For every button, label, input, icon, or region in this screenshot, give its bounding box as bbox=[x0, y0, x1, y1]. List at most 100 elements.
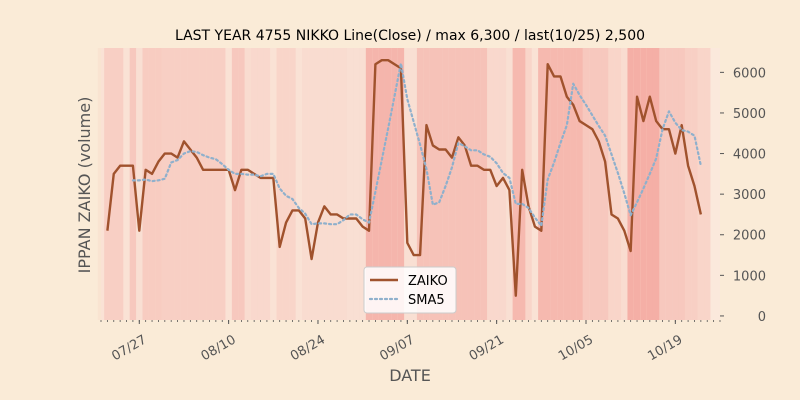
background-band bbox=[289, 48, 296, 320]
background-band bbox=[225, 48, 232, 320]
background-band bbox=[193, 48, 200, 320]
zaiko-line bbox=[106, 58, 703, 297]
background-band bbox=[308, 48, 315, 320]
background-band bbox=[672, 48, 679, 320]
background-band bbox=[474, 48, 481, 320]
background-band bbox=[397, 48, 405, 320]
y-tick-label: 1000 bbox=[733, 269, 766, 284]
background-band bbox=[372, 48, 379, 320]
background-band bbox=[161, 48, 169, 320]
background-band bbox=[576, 48, 583, 320]
background-band bbox=[321, 48, 328, 320]
background-band bbox=[659, 48, 666, 320]
background-band bbox=[199, 48, 207, 320]
background-band bbox=[340, 48, 347, 320]
legend-label: ZAIKO bbox=[408, 274, 448, 289]
background-band bbox=[231, 48, 239, 320]
background-band bbox=[595, 48, 602, 320]
background-band bbox=[410, 48, 417, 320]
background-band bbox=[168, 48, 175, 320]
background-band bbox=[384, 48, 392, 320]
background-band bbox=[116, 48, 124, 320]
background-band bbox=[263, 48, 271, 320]
chart-title: LAST YEAR 4755 NIKKO Line(Close) / max 6… bbox=[175, 28, 645, 44]
background-band bbox=[665, 48, 673, 320]
background-band bbox=[563, 48, 571, 320]
background-band bbox=[302, 48, 309, 320]
background-band bbox=[461, 48, 468, 320]
background-band bbox=[582, 48, 590, 320]
y-axis-label: IPPAN ZAIKO (volume) bbox=[75, 97, 94, 274]
background-band bbox=[148, 48, 156, 320]
background-band bbox=[652, 48, 660, 320]
background-band bbox=[429, 48, 437, 320]
background-band bbox=[295, 48, 303, 320]
background-band bbox=[136, 48, 143, 320]
background-band bbox=[314, 48, 322, 320]
y-tick-label: 2000 bbox=[733, 229, 766, 244]
background-band bbox=[219, 48, 226, 320]
background-band bbox=[570, 48, 577, 320]
background-band bbox=[206, 48, 213, 320]
background-band bbox=[187, 48, 194, 320]
background-band bbox=[487, 48, 494, 320]
background-band bbox=[391, 48, 398, 320]
background-band bbox=[327, 48, 334, 320]
background-band bbox=[557, 48, 564, 320]
background-band bbox=[684, 48, 692, 320]
background-band bbox=[123, 48, 130, 320]
background-band bbox=[601, 48, 609, 320]
background-band bbox=[180, 48, 188, 320]
background-band bbox=[129, 48, 137, 320]
background-band bbox=[250, 48, 258, 320]
background-band bbox=[621, 48, 628, 320]
background-band bbox=[499, 48, 507, 320]
background-band bbox=[155, 48, 162, 320]
background-band bbox=[550, 48, 558, 320]
background-band bbox=[365, 48, 373, 320]
y-tick-label: 5000 bbox=[733, 107, 766, 122]
legend-label: SMA5 bbox=[408, 293, 445, 308]
background-band bbox=[448, 48, 456, 320]
background-band bbox=[404, 48, 411, 320]
background-band bbox=[257, 48, 264, 320]
background-band bbox=[378, 48, 385, 320]
y-tick-label: 0 bbox=[758, 310, 766, 325]
background-band bbox=[633, 48, 641, 320]
background-band bbox=[142, 48, 149, 320]
background-band bbox=[531, 48, 539, 320]
background-band bbox=[97, 48, 105, 320]
background-band bbox=[608, 48, 615, 320]
background-band bbox=[436, 48, 443, 320]
background-band bbox=[174, 48, 181, 320]
background-band bbox=[506, 48, 513, 320]
background-band bbox=[525, 48, 532, 320]
y-tick-label: 3000 bbox=[733, 188, 766, 203]
background-band bbox=[467, 48, 475, 320]
background-band bbox=[480, 48, 488, 320]
background-band bbox=[212, 48, 220, 320]
background-band bbox=[704, 48, 711, 320]
background-band bbox=[359, 48, 366, 320]
background-band bbox=[627, 48, 634, 320]
background-band bbox=[646, 48, 653, 320]
background-band bbox=[697, 48, 705, 320]
y-tick-label: 6000 bbox=[733, 66, 766, 81]
background-band bbox=[678, 48, 685, 320]
background-band bbox=[640, 48, 647, 320]
background-band bbox=[276, 48, 283, 320]
background-band bbox=[589, 48, 596, 320]
background-band bbox=[614, 48, 622, 320]
background-band bbox=[353, 48, 360, 320]
y-tick-label: 4000 bbox=[733, 148, 766, 163]
background-band bbox=[538, 48, 545, 320]
background-band bbox=[416, 48, 424, 320]
background-band bbox=[346, 48, 354, 320]
x-axis-label: DATE bbox=[389, 366, 431, 385]
background-band bbox=[282, 48, 290, 320]
background-band bbox=[512, 48, 519, 320]
sma5-line bbox=[131, 62, 702, 227]
